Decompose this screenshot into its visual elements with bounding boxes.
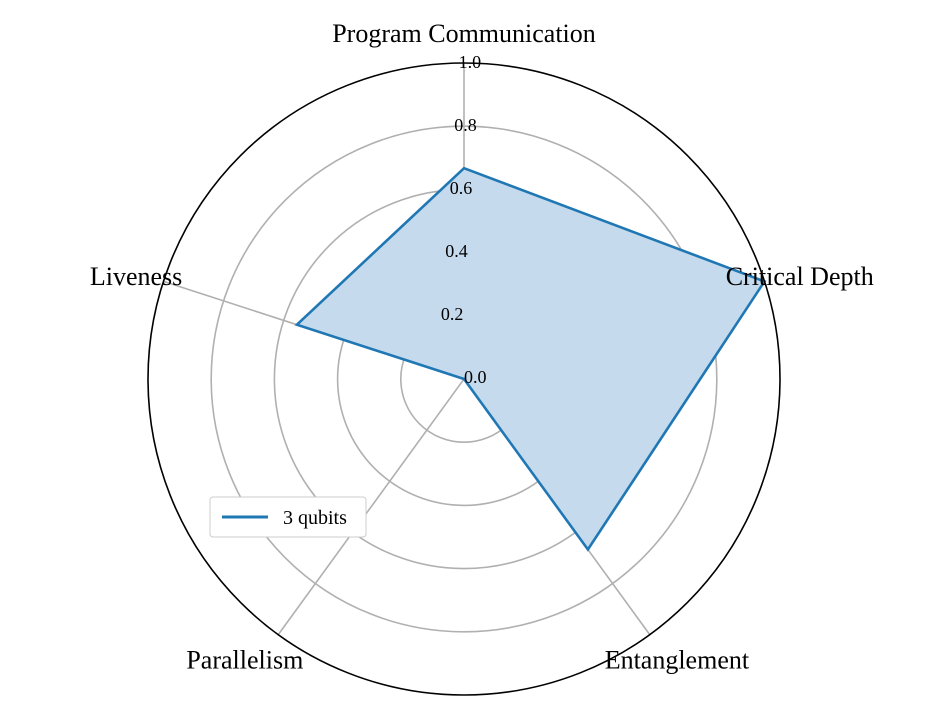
radial-tick-label: 0.0 xyxy=(464,367,487,387)
radial-tick-label: 0.2 xyxy=(441,304,464,324)
axis-label: Entanglement xyxy=(605,645,750,674)
axis-labels: Program Communication Critical Depth Entan… xyxy=(90,19,874,674)
legend-label: 3 qubits xyxy=(283,507,347,529)
radial-tick-label: 0.8 xyxy=(454,115,477,135)
axis-label: Parallelism xyxy=(186,645,303,674)
outer-frame xyxy=(147,62,781,696)
axis-spoke xyxy=(277,378,465,636)
series-line xyxy=(294,166,767,552)
legend-box xyxy=(209,496,367,538)
axis-label: Program Communication xyxy=(332,19,596,48)
axis-label: Liveness xyxy=(90,262,182,291)
axis-label: Critical Depth xyxy=(726,262,874,291)
radial-tick-label: 0.4 xyxy=(445,241,468,261)
radial-tick-label: 1.0 xyxy=(459,52,482,72)
series-area xyxy=(296,168,765,550)
radial-tick-label: 0.6 xyxy=(450,178,473,198)
series-layer xyxy=(294,166,767,552)
legend: 3 qubits xyxy=(209,496,367,538)
radial-tick-labels: 0.0 0.2 0.4 0.6 0.8 1.0 xyxy=(441,52,487,387)
